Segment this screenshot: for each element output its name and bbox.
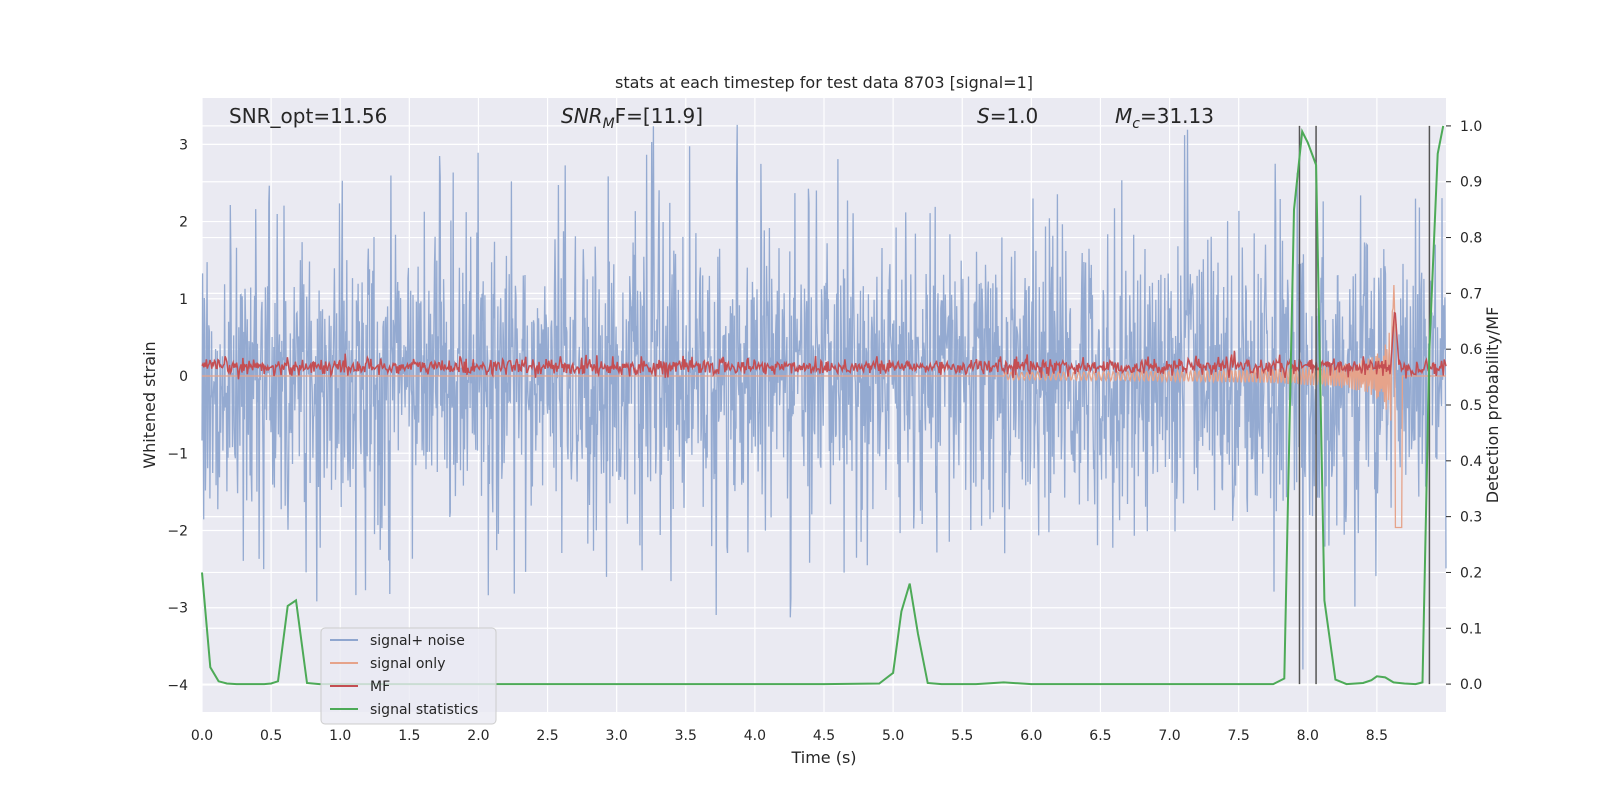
- x-tick-label-17: 8.5: [1366, 728, 1388, 744]
- x-tick-label-4: 2.0: [467, 728, 489, 744]
- x-axis-label: Time (s): [790, 748, 856, 767]
- signal-statistics-line: [201, 125, 1445, 686]
- series-mf: [201, 311, 1447, 380]
- series-signal-statistics: [201, 125, 1445, 686]
- signal-noise-line: [201, 124, 1447, 670]
- y-right-tick-label-5: 0.5: [1460, 398, 1482, 414]
- y-axis-label: Whitened strain: [140, 341, 159, 468]
- x-tick-label-10: 5.0: [882, 728, 904, 744]
- series-signal-only: [202, 284, 1446, 529]
- y-right-tick-label-10: 1.0: [1460, 119, 1482, 135]
- x-tick-label-2: 1.0: [329, 728, 351, 744]
- x-tick-label-5: 2.5: [536, 728, 558, 744]
- y-right-tick-label-4: 0.4: [1460, 454, 1482, 470]
- legend-label-mf: MF: [370, 679, 390, 695]
- y-tick-label-2: −2: [167, 524, 188, 540]
- y-tick-label-3: −1: [167, 446, 188, 462]
- y-right-tick-label-8: 0.8: [1460, 231, 1482, 247]
- legend-label-signal-only: signal only: [370, 656, 445, 672]
- x-tick-label-0: 0.0: [191, 728, 213, 744]
- x-tick-label-8: 4.0: [744, 728, 766, 744]
- x-tick-label-15: 7.5: [1228, 728, 1250, 744]
- x-tick-label-13: 6.5: [1089, 728, 1111, 744]
- y-right-tick-label-9: 0.9: [1460, 175, 1482, 191]
- x-tick-label-12: 6.0: [1020, 728, 1042, 744]
- y-tick-label-0: −4: [167, 678, 188, 694]
- annotation-snr-opt: SNR_opt=11.56: [229, 104, 387, 128]
- y-tick-label-4: 0: [179, 369, 188, 385]
- y-tick-label-1: −3: [167, 601, 188, 617]
- legend-box: [320, 627, 497, 725]
- y-right-tick-label-2: 0.2: [1460, 565, 1482, 581]
- mf-line: [201, 311, 1447, 380]
- signal-only-line: [202, 284, 1446, 529]
- y-right-tick-label-7: 0.7: [1460, 286, 1482, 302]
- y-tick-label-5: 1: [179, 292, 188, 308]
- y-right-tick-label-3: 0.3: [1460, 510, 1482, 526]
- y-axis-right-label: Detection probability/MF: [1483, 307, 1502, 504]
- chart-title: stats at each timestep for test data 870…: [615, 73, 1033, 92]
- axis-ticks: 0.0 0.5 1.0 1.5 2.0 2.5 3.0 3.5 4.0 4.5 5.0 5.5 6.0 6…: [167, 119, 1482, 744]
- vertical-markers: [1298, 125, 1431, 685]
- series-signal-noise: [201, 124, 1447, 670]
- annotation-snr-mf: SNRMF=[11.9]: [561, 104, 703, 132]
- legend-label-signal-noise: signal+ noise: [370, 633, 465, 649]
- y-right-tick-label-6: 0.6: [1460, 342, 1482, 358]
- annotation-s: S=1.0: [977, 104, 1038, 128]
- y-tick-label-6: 2: [179, 215, 188, 231]
- y-right-tick-label-1: 0.1: [1460, 621, 1482, 637]
- y-tick-label-7: 3: [179, 137, 188, 153]
- x-tick-label-7: 3.5: [675, 728, 697, 744]
- x-tick-label-16: 8.0: [1297, 728, 1319, 744]
- legend-label-signal-statistics: signal statistics: [370, 702, 478, 718]
- x-tick-label-9: 4.5: [813, 728, 835, 744]
- x-tick-label-11: 5.5: [951, 728, 973, 744]
- x-tick-label-3: 1.5: [398, 728, 420, 744]
- legend: signal+ noise signal only MF signal stat…: [320, 627, 497, 725]
- x-tick-label-1: 0.5: [260, 728, 282, 744]
- y-right-tick-label-0: 0.0: [1460, 677, 1482, 693]
- x-tick-label-6: 3.0: [606, 728, 628, 744]
- annotation-mc: Mc=31.13: [1115, 104, 1214, 132]
- x-tick-label-14: 7.0: [1158, 728, 1180, 744]
